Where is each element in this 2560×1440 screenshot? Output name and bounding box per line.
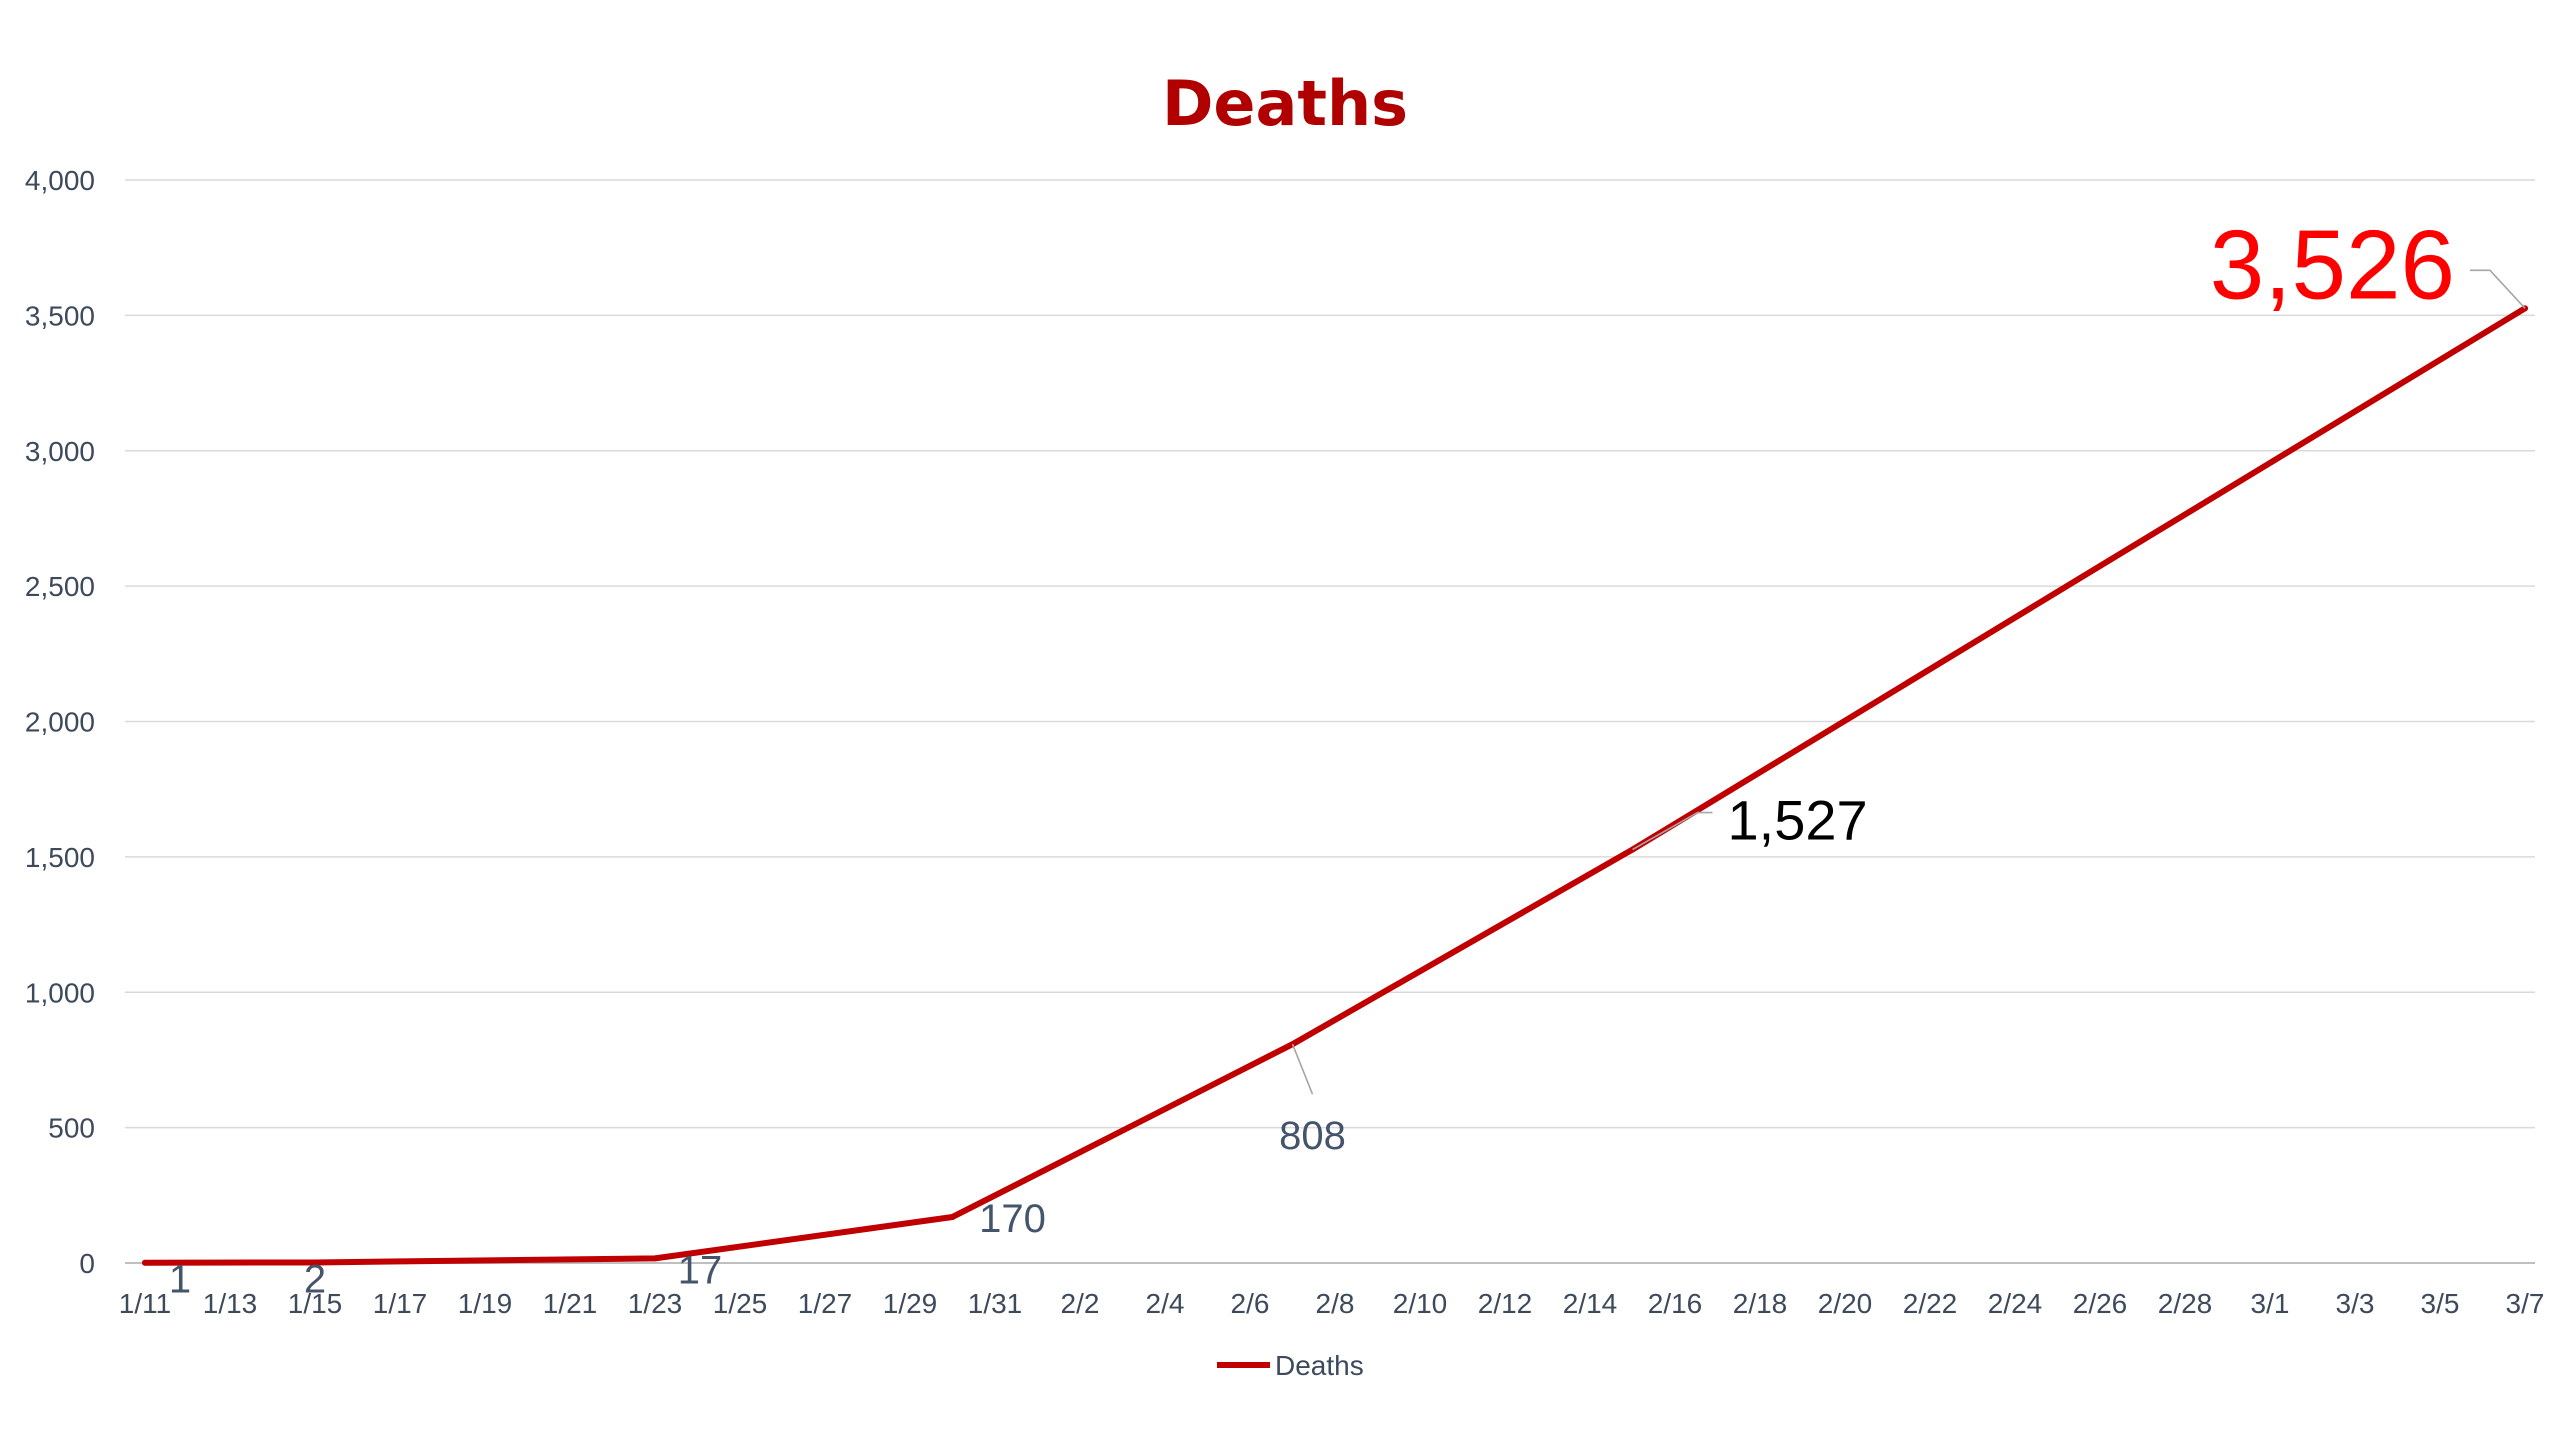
y-tick-label: 4,000 — [25, 165, 95, 196]
y-tick-label: 2,000 — [25, 707, 95, 738]
data-label: 1,527 — [1728, 789, 1868, 852]
x-tick-label: 2/4 — [1146, 1288, 1185, 1319]
data-point — [652, 1255, 658, 1262]
y-tick-label: 3,000 — [25, 436, 95, 467]
data-label: 170 — [979, 1197, 1046, 1241]
x-tick-label: 2/20 — [1818, 1288, 1873, 1319]
x-tick-label: 2/16 — [1648, 1288, 1703, 1319]
data-point — [312, 1259, 318, 1266]
gridlines — [125, 179, 2535, 1264]
legend-label-deaths: Deaths — [1275, 1350, 1364, 1381]
x-tick-label: 2/14 — [1563, 1288, 1618, 1319]
data-point — [949, 1213, 956, 1220]
x-tick-label: 1/21 — [543, 1288, 598, 1319]
x-tick-label: 2/12 — [1478, 1288, 1533, 1319]
x-tick-label: 1/31 — [968, 1288, 1023, 1319]
data-label: 17 — [678, 1248, 723, 1292]
x-tick-label: 1/25 — [713, 1288, 768, 1319]
data-label-leader — [1291, 1043, 1314, 1095]
x-tick-label: 2/10 — [1393, 1288, 1448, 1319]
y-tick-label: 0 — [79, 1248, 95, 1279]
data-point — [142, 1259, 148, 1266]
x-tick-label: 1/27 — [798, 1288, 853, 1319]
data-label-leader — [1632, 811, 1713, 851]
data-labels: 1 2 17 170 808 1,527 3,526 — [169, 209, 2526, 1302]
x-tick-label: 3/1 — [2251, 1288, 2290, 1319]
x-tick-label: 2/24 — [1988, 1288, 2043, 1319]
x-tick-label: 2/8 — [1316, 1288, 1355, 1319]
x-tick-label: 1/11 — [119, 1288, 171, 1319]
x-tick-label: 1/17 — [373, 1288, 428, 1319]
legend: Deaths — [1217, 1350, 1364, 1381]
data-label: 3,526 — [2210, 209, 2455, 319]
x-tick-label: 2/22 — [1903, 1288, 1958, 1319]
x-tick-label: 2/28 — [2158, 1288, 2213, 1319]
y-tick-label: 1,000 — [25, 977, 95, 1008]
chart-title: Deaths — [1162, 67, 1408, 140]
x-tick-label: 1/23 — [628, 1288, 683, 1319]
x-tick-label: 2/2 — [1061, 1288, 1100, 1319]
x-tick-label: 1/19 — [458, 1288, 513, 1319]
x-tick-label: 3/7 — [2506, 1288, 2545, 1319]
y-tick-label: 3,500 — [25, 300, 95, 331]
x-axis-tick-labels: 1/11 1/13 1/15 1/17 1/19 1/21 1/23 1/25 1/27 1/29… — [119, 1288, 2545, 1319]
y-tick-label: 2,500 — [25, 571, 95, 602]
data-label: 1 — [169, 1258, 191, 1302]
x-tick-label: 3/3 — [2336, 1288, 2375, 1319]
x-tick-label: 2/6 — [1231, 1288, 1270, 1319]
x-tick-label: 1/15 — [288, 1288, 343, 1319]
x-tick-label: 1/13 — [203, 1288, 258, 1319]
data-label-leader — [2470, 269, 2526, 309]
x-tick-label: 1/29 — [883, 1288, 938, 1319]
x-tick-label: 2/18 — [1733, 1288, 1788, 1319]
y-tick-label: 1,500 — [25, 842, 95, 873]
y-tick-label: 500 — [48, 1113, 95, 1144]
y-axis-tick-labels: 0 500 1,000 1,500 2,000 2,500 3,000 3,500 4,000 — [25, 165, 95, 1279]
x-tick-label: 2/26 — [2073, 1288, 2128, 1319]
data-label: 808 — [1279, 1114, 1346, 1158]
data-label: 2 — [304, 1257, 326, 1301]
x-tick-label: 3/5 — [2421, 1288, 2460, 1319]
